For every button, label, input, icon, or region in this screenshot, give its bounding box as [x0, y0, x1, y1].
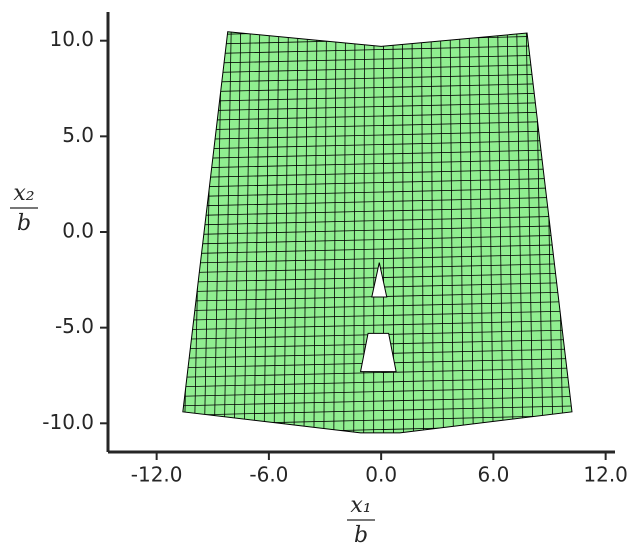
mesh-line: [392, 31, 395, 433]
mesh-line: [574, 12, 584, 452]
mesh-line: [593, 12, 604, 452]
x-label-denominator: b: [354, 523, 368, 548]
mesh-line: [430, 31, 434, 433]
mesh-line: [164, 12, 174, 452]
mesh-line: [263, 31, 270, 433]
mesh-line: [124, 12, 136, 452]
mesh-line: [182, 366, 572, 380]
mesh-line: [602, 12, 613, 452]
y-tick-label: 10.0: [49, 27, 94, 51]
y-tick-label: 5.0: [62, 123, 94, 147]
mesh-line: [108, 434, 615, 446]
x-label-numerator: x₁: [350, 493, 371, 518]
mesh-line: [243, 31, 251, 433]
mesh-line: [108, 16, 615, 28]
mesh-line: [223, 31, 232, 433]
mesh-line: [182, 31, 572, 38]
y-tick-label: 0.0: [62, 219, 94, 243]
mesh-line: [182, 328, 572, 342]
mesh-line: [182, 31, 185, 433]
y-label-numerator: x₂: [13, 181, 34, 206]
mesh-line: [612, 12, 624, 452]
mesh-line: [449, 31, 454, 433]
mesh-line: [144, 12, 155, 452]
mesh-line: [108, 6, 615, 18]
x-tick-label: 12.0: [583, 463, 628, 487]
mesh-line: [182, 376, 572, 389]
mesh-line: [134, 12, 146, 452]
x-label: x₁ b: [347, 493, 375, 548]
x-tick-label: 0.0: [365, 463, 397, 487]
mesh-line: [402, 31, 404, 433]
mesh-line: [182, 338, 572, 351]
x-tick-label: -6.0: [249, 463, 288, 487]
mesh-line: [333, 31, 337, 433]
y-tick-label: -5.0: [55, 314, 94, 338]
mesh-line: [343, 31, 346, 433]
mesh-line: [182, 357, 572, 370]
hole: [359, 332, 397, 373]
y-label-denominator: b: [17, 211, 31, 236]
hole: [371, 262, 388, 298]
mesh-line: [497, 31, 504, 433]
mesh-line: [182, 395, 572, 408]
y-label: x₂ b: [10, 181, 38, 236]
mesh-line: [363, 31, 365, 433]
x-tick-label: 6.0: [477, 463, 509, 487]
x-tick-label: -12.0: [131, 463, 183, 487]
mesh-line: [313, 31, 318, 433]
mesh-line: [323, 31, 327, 433]
mesh-line: [353, 31, 356, 433]
mesh-line: [411, 31, 414, 433]
y-tick-label: -10.0: [42, 410, 94, 434]
mesh-line: [421, 31, 424, 433]
mesh-line: [114, 12, 127, 452]
mesh-line: [233, 31, 242, 433]
mesh-line: [253, 31, 261, 433]
mesh-line: [154, 12, 165, 452]
mesh-line: [440, 31, 444, 433]
mesh-line: [182, 385, 572, 399]
mesh-line: [273, 31, 280, 433]
mesh-line: [182, 347, 572, 361]
mesh-line: [583, 12, 593, 452]
